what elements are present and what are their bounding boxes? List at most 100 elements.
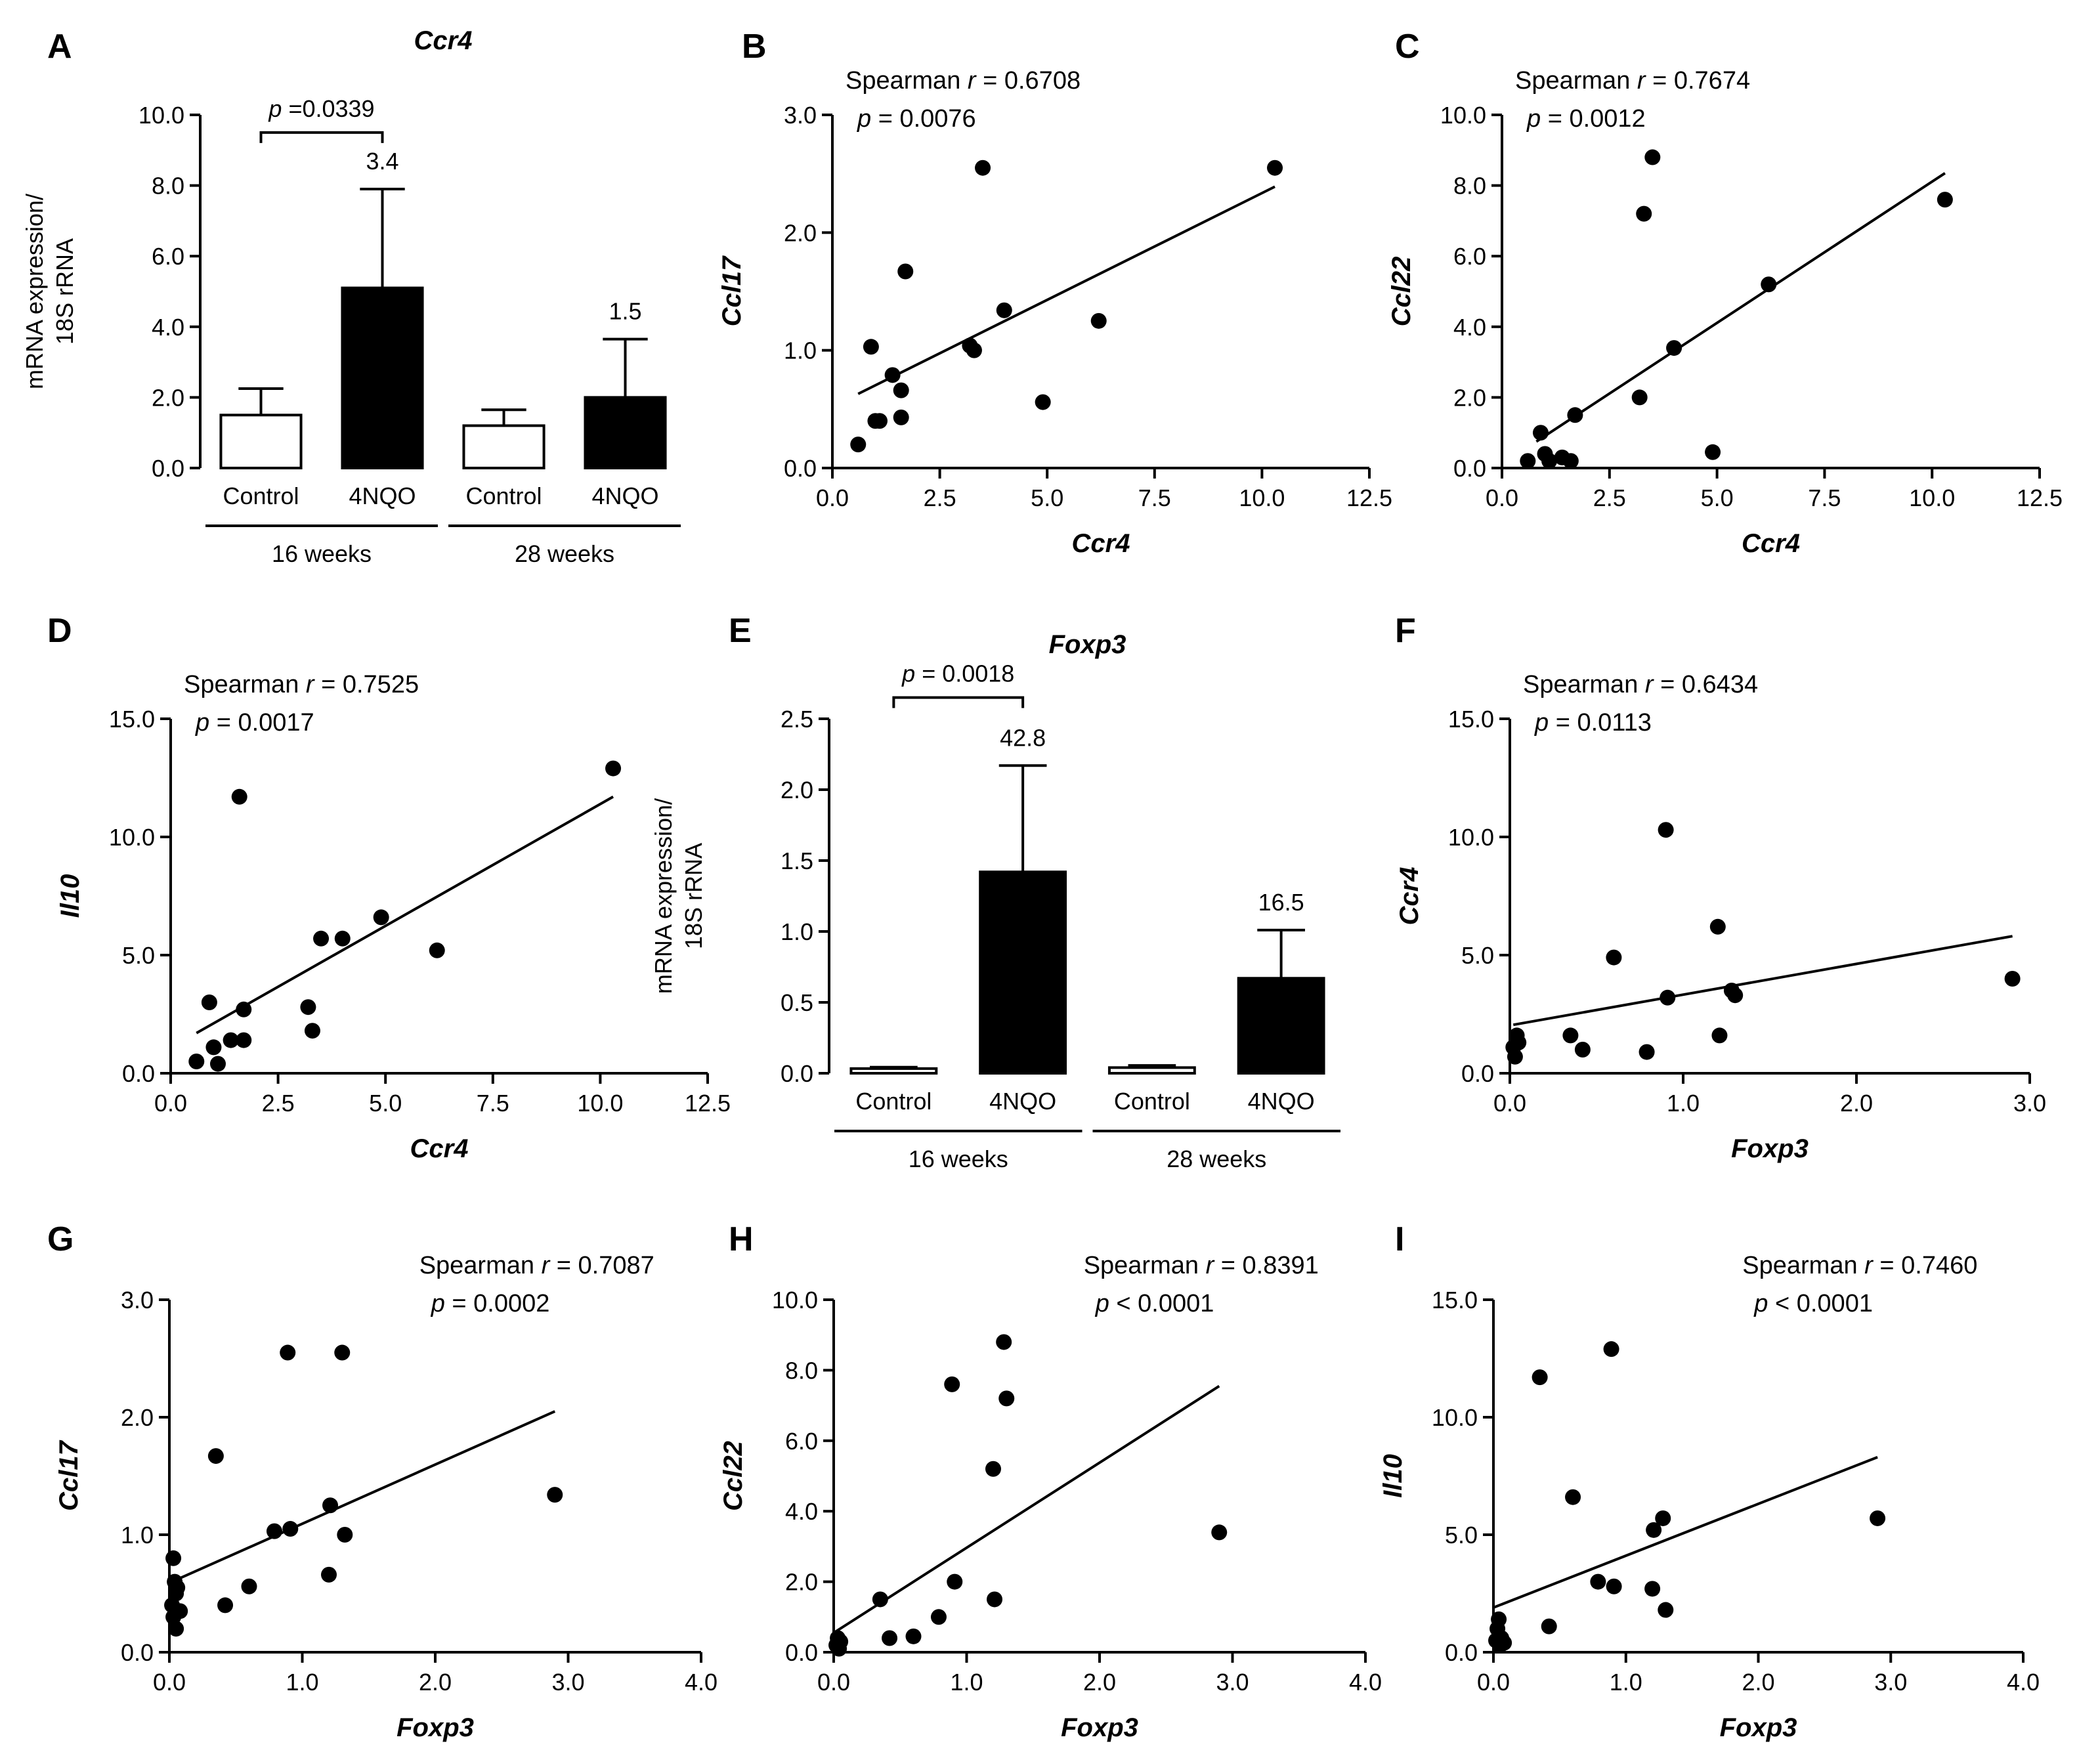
panel-c-y-tick-label: 4.0: [1453, 314, 1486, 341]
panel-c-x-label: Ccr4: [1742, 529, 1800, 558]
panel-f-spearman-label: Spearman r = 0.6434: [1523, 671, 1758, 698]
panel-h-x-tick-label: 0.0: [817, 1669, 850, 1696]
panel-c-point: [1631, 389, 1648, 406]
panel-b-point: [893, 409, 909, 425]
panel-b-point: [996, 302, 1012, 318]
panel-c-point: [1532, 425, 1549, 441]
panel-b-spearman-label: Spearman r = 0.6708: [846, 67, 1081, 95]
panel-i-point: [1644, 1581, 1661, 1597]
panel-d-point: [231, 788, 247, 805]
panel-d-point: [605, 760, 622, 777]
panel-c-y-tick-label: 0.0: [1453, 455, 1486, 482]
panel-a-bracket-label: p =0.0339: [268, 95, 374, 122]
panel-b-fit-line: [857, 185, 1275, 395]
panel-c-point: [1937, 192, 1953, 208]
panel-f-point: [1574, 1042, 1591, 1058]
panel-c-point: [1541, 453, 1558, 469]
panel-f-point: [1606, 949, 1622, 966]
panel-d-p-value-label: p = 0.0017: [195, 709, 314, 737]
panel-d-letter: D: [47, 612, 72, 650]
panel-i: I 0.0 5.0 10.0 15.0 0.0 1.0 2.0 3.0 4.0 Foxp3 Il10 S…: [1379, 1220, 2040, 1742]
panel-f-fit-line: [1512, 935, 2013, 1027]
panel-a-group-label: 16 weeks: [272, 540, 372, 567]
panel-d-x-label: Ccr4: [410, 1134, 469, 1163]
panel-c-point: [1666, 340, 1682, 356]
panel-c-point: [1562, 453, 1579, 469]
panel-e-letter: E: [729, 612, 752, 650]
panel-g-x-tick-label: 3.0: [551, 1669, 584, 1696]
panel-e-y-tick-label: 0.5: [781, 989, 813, 1016]
panel-f-y-tick-label: 10.0: [1448, 824, 1494, 851]
panel-e: E 0.0 0.5 1.0 1.5 2.0 2.5 mRNA expression/18S r…: [650, 612, 1340, 1172]
panel-a-bar: [584, 396, 667, 470]
panel-h-point: [985, 1461, 1001, 1477]
panel-h-point: [930, 1609, 947, 1625]
panel-b-point: [863, 339, 879, 355]
panel-g-x-tick-label: 0.0: [153, 1669, 186, 1696]
panel-h-point: [944, 1376, 960, 1392]
panel-a-y-tick-label: 4.0: [152, 314, 184, 341]
panel-e-bracket-label: p = 0.0018: [901, 660, 1014, 687]
panel-h-point: [947, 1573, 963, 1590]
panel-e-group-label: 28 weeks: [1167, 1145, 1266, 1172]
panel-e-title: Foxp3: [1049, 630, 1126, 659]
panel-b-x-tick-label: 10.0: [1239, 484, 1285, 511]
panel-a-bar: [341, 286, 424, 469]
panel-b-x-tick-label: 7.5: [1138, 484, 1171, 511]
panel-f-point: [1658, 822, 1674, 838]
panel-g-point: [321, 1566, 337, 1583]
panel-a-letter: A: [47, 28, 72, 66]
panel-h-letter: H: [729, 1220, 754, 1258]
panel-h-point: [832, 1633, 849, 1650]
panel-d-point: [313, 930, 330, 947]
panel-f-x-tick-label: 2.0: [1840, 1090, 1873, 1117]
panel-a-fold-label: 1.5: [609, 298, 641, 325]
panel-h-spearman-label: Spearman r = 0.8391: [1084, 1252, 1319, 1279]
panel-h-point: [987, 1591, 1003, 1608]
panel-i-point: [1603, 1341, 1619, 1357]
panel-g-x-tick-label: 2.0: [419, 1669, 452, 1696]
panel-g-point: [172, 1603, 188, 1619]
panel-g-point: [282, 1521, 299, 1537]
panel-c-y-tick-label: 2.0: [1453, 384, 1486, 411]
panel-b-y-tick-label: 2.0: [784, 219, 817, 246]
panel-e-group-label: 16 weeks: [909, 1145, 1008, 1172]
panel-g-point: [217, 1597, 234, 1613]
panel-c-x-tick-label: 0.0: [1486, 484, 1518, 511]
panel-b-x-tick-label: 0.0: [816, 484, 849, 511]
panel-e-category-label: 4NQO: [989, 1088, 1056, 1115]
panel-g-point: [169, 1579, 186, 1596]
panel-i-point: [1646, 1522, 1662, 1538]
panel-c-y-tick-label: 8.0: [1453, 173, 1486, 200]
panel-e-fold-label: 42.8: [1000, 724, 1046, 751]
panel-c-point: [1567, 407, 1583, 423]
panel-e-category-label: 4NQO: [1248, 1088, 1315, 1115]
panel-e-category-label: Control: [855, 1088, 932, 1115]
panel-c-x-tick-label: 2.5: [1593, 484, 1626, 511]
panel-i-x-label: Foxp3: [1720, 1713, 1797, 1742]
panel-i-point: [1870, 1510, 1886, 1526]
panel-g-point: [280, 1344, 296, 1361]
panel-i-x-tick-label: 4.0: [2007, 1669, 2040, 1696]
panel-e-category-label: Control: [1114, 1088, 1190, 1115]
panel-h-y-tick-label: 0.0: [785, 1639, 818, 1666]
panel-h-point: [872, 1591, 888, 1608]
panel-e-y-label: 18S rRNA: [680, 843, 707, 949]
panel-g-point: [337, 1527, 353, 1543]
panel-g-point: [241, 1578, 257, 1594]
panel-g-p-value-label: p = 0.0002: [431, 1290, 550, 1317]
panel-c-point: [1644, 149, 1661, 165]
panel-c-letter: C: [1395, 28, 1420, 66]
panel-h-point: [998, 1390, 1015, 1407]
panel-g-x-tick-label: 4.0: [685, 1669, 718, 1696]
panel-f: F 0.0 5.0 10.0 15.0 0.0 1.0 2.0 3.0 Foxp3 Ccr4 Spea…: [1395, 612, 2046, 1163]
panel-b-y-label: Ccl17: [718, 255, 746, 326]
panel-h-x-tick-label: 2.0: [1083, 1669, 1116, 1696]
panel-h-point: [1211, 1524, 1228, 1541]
panel-h-y-tick-label: 8.0: [785, 1357, 818, 1384]
panel-e-bar: [1107, 1066, 1196, 1075]
panel-d-point: [188, 1054, 205, 1069]
panel-a-bar: [219, 414, 303, 469]
panel-h-x-tick-label: 1.0: [950, 1669, 983, 1696]
panel-d-point: [205, 1039, 222, 1056]
